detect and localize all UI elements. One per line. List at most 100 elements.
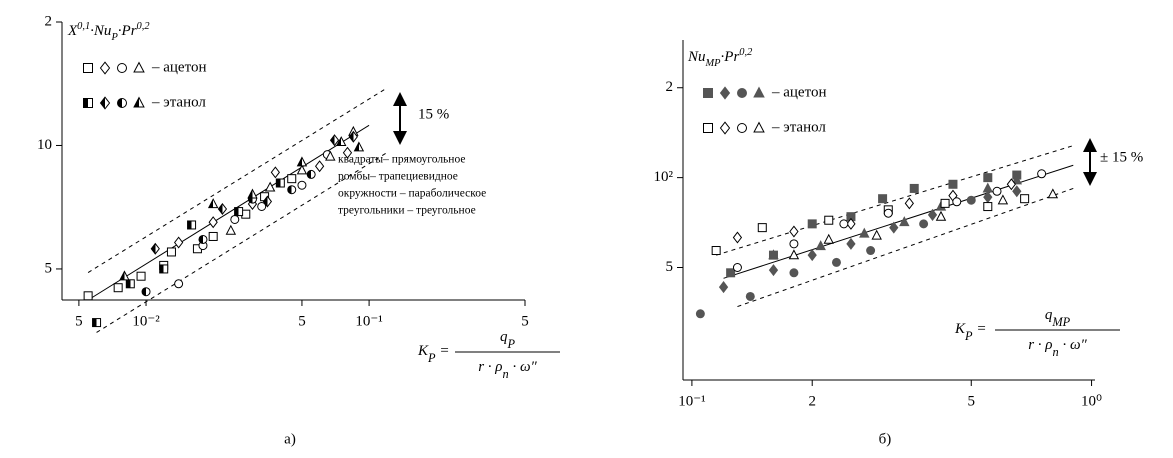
data-point (287, 185, 297, 195)
x-tick-label: 10⁻² (132, 313, 160, 329)
data-point (348, 130, 358, 143)
band-label: 15 % (418, 106, 449, 122)
band-line (737, 187, 1074, 308)
data-point (789, 239, 799, 249)
text-part: 0,1 (77, 21, 90, 32)
data-point (997, 194, 1009, 205)
data-point (899, 216, 910, 227)
data-point (234, 207, 244, 217)
text-part: P (506, 337, 515, 351)
text-part: P (964, 329, 973, 343)
formula-numerator: qP (500, 329, 516, 350)
legend-marker (99, 61, 111, 75)
data-point (823, 233, 834, 244)
data-point (745, 291, 755, 301)
data-point (314, 160, 325, 173)
data-point (306, 169, 316, 179)
text-part: q (1045, 307, 1053, 323)
text-part: X (67, 23, 78, 39)
data-point (859, 227, 870, 238)
data-point (113, 283, 123, 293)
legend-label: – этанол (151, 94, 206, 110)
data-point (207, 198, 219, 209)
note: ромбы– трапециевидное (338, 171, 458, 183)
legend-label: – ацетон (151, 59, 206, 75)
legend-marker (703, 88, 713, 98)
data-point (119, 270, 130, 281)
data-point (992, 186, 1002, 196)
data-point (353, 141, 365, 152)
data-point (768, 264, 779, 277)
band-line (87, 87, 388, 273)
data-point (940, 198, 950, 208)
formula-denominator: r · ρn · ω″ (478, 359, 537, 380)
sublabel: б) (879, 431, 892, 447)
x-tick-label: 10⁻¹ (678, 393, 705, 409)
data-point (982, 182, 994, 193)
band-label: ± 15 % (1100, 149, 1143, 165)
data-point (1011, 174, 1023, 185)
formula-lhs: KP = (417, 343, 449, 364)
legend-marker (133, 96, 145, 108)
data-point (904, 197, 914, 210)
data-point (807, 249, 817, 262)
data-point (92, 318, 102, 328)
x-tick-label: 5 (521, 313, 529, 329)
data-point (270, 166, 280, 179)
legend-marker (133, 61, 145, 73)
data-point (335, 136, 347, 147)
text-part: ·Nu (90, 23, 111, 39)
x-tick-label: 5 (298, 313, 306, 329)
text-part: Nu (687, 49, 706, 65)
y-tick-label: 10² (654, 169, 674, 185)
data-point (927, 208, 938, 221)
x-tick-label: 5 (968, 393, 976, 409)
data-point (889, 221, 899, 234)
fit-line (87, 124, 370, 301)
data-point (983, 173, 993, 183)
data-point (909, 183, 919, 193)
data-point (1006, 178, 1016, 191)
data-point (329, 134, 340, 147)
data-point (342, 146, 353, 159)
data-point (871, 229, 882, 240)
legend-label: – ацетон (771, 84, 826, 100)
text-part: q (500, 329, 508, 345)
data-point (297, 180, 307, 190)
data-point (788, 249, 800, 260)
data-point (230, 214, 240, 224)
y-tick-label: 10 (37, 137, 52, 153)
data-point (732, 231, 743, 244)
data-point (846, 217, 856, 230)
legend-marker (737, 88, 747, 98)
data-point (726, 268, 736, 278)
data-point (247, 188, 258, 199)
x-tick-label: 10⁻¹ (355, 313, 382, 329)
data-point (1020, 194, 1030, 204)
data-point (768, 249, 779, 260)
band-arrow-head (393, 92, 407, 106)
x-tick-label: 2 (808, 393, 816, 409)
legend-marker (719, 86, 731, 100)
data-point (952, 197, 962, 207)
legend-marker (99, 96, 111, 110)
sublabel: а) (284, 431, 296, 447)
data-point (732, 263, 742, 273)
y-tick-label: 5 (45, 260, 53, 276)
legend-marker (117, 63, 127, 73)
y-tick-label: 2 (45, 13, 53, 29)
text-part: · ω″ (1059, 337, 1088, 353)
data-point (257, 201, 267, 211)
x-tick-label: 10⁰ (1081, 393, 1102, 409)
data-point (883, 208, 893, 218)
y-tick-label: 5 (666, 259, 674, 275)
text-part: MP (705, 58, 722, 69)
text-part: K (954, 321, 966, 337)
legend-marker (703, 123, 713, 133)
data-point (757, 223, 767, 233)
band-arrow-head (1083, 172, 1097, 186)
data-point (789, 225, 799, 238)
data-point (275, 178, 285, 188)
text-part: MP (1051, 315, 1070, 329)
data-point (966, 195, 976, 205)
